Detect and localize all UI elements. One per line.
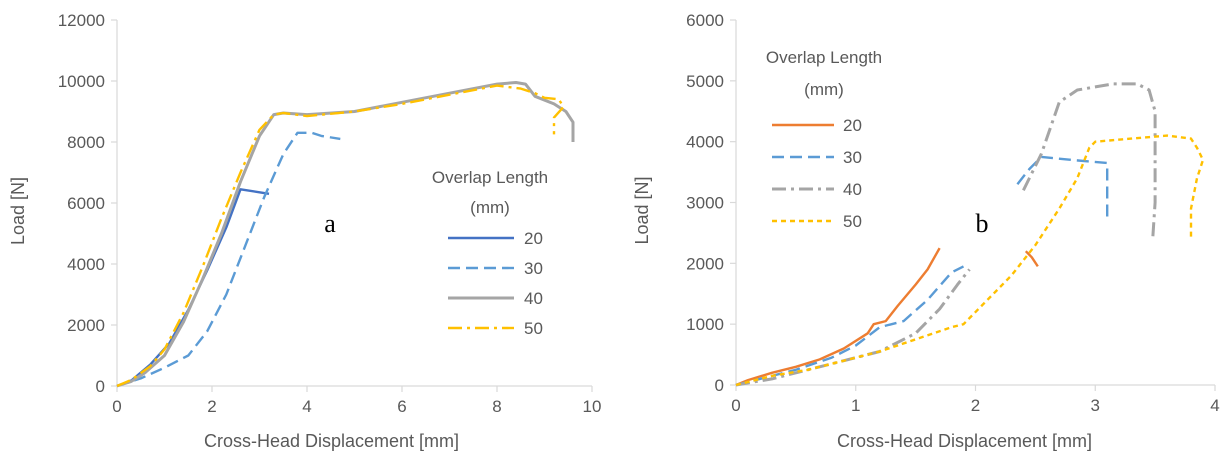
- x-tick-label: 6: [397, 397, 406, 416]
- y-tick-label: 5000: [686, 72, 724, 91]
- series-line-30-seg2: [1016, 155, 1109, 221]
- x-tick-label: 8: [492, 397, 501, 416]
- legend-label-40: 40: [843, 180, 862, 199]
- x-tick-label: 2: [971, 396, 980, 415]
- y-axis-title: Load [N]: [8, 177, 28, 245]
- x-axis-title: Cross-Head Displacement [mm]: [837, 431, 1092, 451]
- y-axis-title: Load [N]: [632, 176, 652, 244]
- series-line-30-seg1: [735, 265, 965, 387]
- series-line-30: [116, 131, 341, 388]
- y-tick-label: 12000: [58, 11, 105, 30]
- legend-title-line1: Overlap Length: [766, 48, 882, 67]
- legend-label-20: 20: [524, 229, 543, 248]
- series-line-40: [116, 81, 575, 388]
- series-line-50: [735, 134, 1205, 387]
- chart-panel-a: 0 2000 4000 6000 8000 10000 12000 0 2 4 6 8 10 Cross-…: [8, 11, 601, 451]
- series-line-20-seg2: [1024, 250, 1039, 268]
- x-tick-label: 0: [112, 397, 121, 416]
- y-tick-label: 2000: [67, 316, 105, 335]
- y-tick-label: 2000: [686, 254, 724, 273]
- panel-label: a: [324, 209, 336, 238]
- y-tick-label: 6000: [686, 11, 724, 30]
- series-line-40-seg2: [1022, 82, 1157, 240]
- legend-label-20: 20: [843, 116, 862, 135]
- y-tick-label: 10000: [58, 72, 105, 91]
- legend-label-50: 50: [524, 319, 543, 338]
- x-tick-label: 2: [207, 397, 216, 416]
- legend-label-50: 50: [843, 212, 862, 231]
- y-tick-label: 4000: [686, 133, 724, 152]
- legend-label-40: 40: [524, 289, 543, 308]
- x-axis-title: Cross-Head Displacement [mm]: [204, 431, 459, 451]
- x-tick-label: 4: [1210, 396, 1219, 415]
- series-line-50: [116, 84, 565, 388]
- y-tick-label: 8000: [67, 133, 105, 152]
- legend-label-30: 30: [843, 148, 862, 167]
- y-tick-label: 0: [715, 376, 724, 395]
- y-tick-label: 1000: [686, 315, 724, 334]
- legend-title-line2: (mm): [804, 80, 844, 99]
- chart-panel-b: 0 1000 2000 3000 4000 5000 6000 0 1 2 3 4 Cross-Head…: [632, 11, 1220, 451]
- x-tick-label: 0: [731, 396, 740, 415]
- x-tick-label: 3: [1091, 396, 1100, 415]
- x-tick-label: 1: [851, 396, 860, 415]
- legend-title-line2: (mm): [470, 198, 510, 217]
- y-tick-label: 0: [96, 377, 105, 396]
- y-tick-label: 6000: [67, 194, 105, 213]
- x-tick-label: 10: [583, 397, 602, 416]
- y-tick-label: 3000: [686, 194, 724, 213]
- series-line-40-seg1: [735, 268, 971, 387]
- legend-title-line1: Overlap Length: [432, 168, 548, 187]
- x-tick-label: 4: [302, 397, 311, 416]
- y-tick-label: 4000: [67, 255, 105, 274]
- panel-label: b: [976, 209, 989, 238]
- legend-label-30: 30: [524, 259, 543, 278]
- series-line-20-seg1: [735, 247, 941, 387]
